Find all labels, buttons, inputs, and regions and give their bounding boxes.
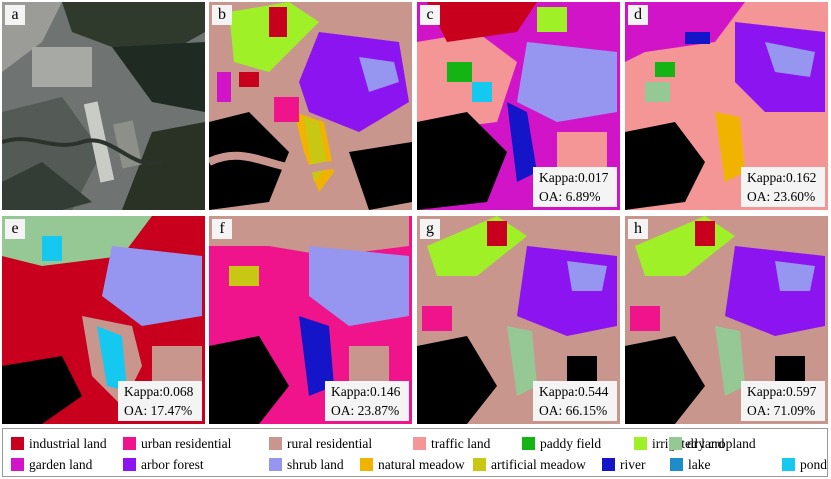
legend-label: industrial land — [29, 436, 107, 451]
oa-value: OA: 23.87% — [331, 403, 400, 418]
accuracy-box: Kappa:0.146 OA: 23.87% — [325, 381, 409, 421]
panel-label: h — [628, 219, 648, 239]
legend-label: river — [620, 457, 646, 472]
legend-swatch — [782, 458, 795, 471]
legend-label: paddy field — [540, 436, 602, 451]
legend-swatch — [602, 458, 615, 471]
legend-label: urban residential — [141, 436, 232, 451]
kappa-value: Kappa:0.146 — [331, 384, 401, 399]
panel-label: c — [420, 5, 440, 25]
oa-value: OA: 66.15% — [539, 403, 608, 418]
legend: industrial land urban residential rural … — [2, 428, 828, 477]
legend-swatch — [269, 437, 282, 450]
kappa-value: Kappa:0.017 — [539, 170, 609, 185]
panel-label: a — [5, 5, 25, 25]
legend-label: lake — [688, 457, 711, 472]
kappa-value: Kappa:0.597 — [747, 384, 817, 399]
satellite-image — [2, 2, 205, 210]
legend-swatch — [522, 437, 535, 450]
oa-value: OA: 17.47% — [124, 403, 193, 418]
legend-swatch — [11, 437, 24, 450]
panel-c: c Kappa:0.017 OA: 6.89% — [417, 2, 620, 210]
accuracy-box: Kappa:0.162 OA: 23.60% — [741, 167, 825, 207]
classification-map — [209, 2, 412, 210]
legend-label: pond — [800, 457, 827, 472]
panel-label: e — [5, 219, 25, 239]
legend-label: arbor forest — [141, 457, 204, 472]
panel-label: f — [212, 219, 232, 239]
accuracy-box: Kappa:0.597 OA: 71.09% — [741, 381, 825, 421]
legend-label: dry cropland — [687, 436, 756, 451]
classification-map — [417, 2, 620, 210]
panel-label: d — [628, 5, 648, 25]
legend-swatch — [11, 458, 24, 471]
legend-label: natural meadow — [378, 457, 465, 472]
panel-h: h Kappa:0.597 OA: 71.09% — [625, 216, 828, 424]
legend-swatch — [360, 458, 373, 471]
legend-label: garden land — [29, 457, 93, 472]
legend-swatch — [123, 437, 136, 450]
kappa-value: Kappa:0.544 — [539, 384, 609, 399]
legend-swatch — [413, 437, 426, 450]
panel-b: b — [209, 2, 412, 210]
legend-swatch — [269, 458, 282, 471]
panel-e: e Kappa:0.068 OA: 17.47% — [2, 216, 205, 424]
oa-value: OA: 6.89% — [539, 189, 601, 204]
kappa-value: Kappa:0.162 — [747, 170, 817, 185]
accuracy-box: Kappa:0.017 OA: 6.89% — [533, 167, 617, 207]
panel-g: g Kappa:0.544 OA: 66.15% — [417, 216, 620, 424]
panel-label: b — [212, 5, 232, 25]
legend-label: traffic land — [431, 436, 491, 451]
panel-f: f Kappa:0.146 OA: 23.87% — [209, 216, 412, 424]
legend-label: artificial meadow — [491, 457, 586, 472]
legend-label: rural residential — [287, 436, 373, 451]
oa-value: OA: 71.09% — [747, 403, 816, 418]
accuracy-box: Kappa:0.544 OA: 66.15% — [533, 381, 617, 421]
legend-swatch — [670, 458, 683, 471]
legend-swatch — [123, 458, 136, 471]
legend-swatch — [473, 458, 486, 471]
panel-label: g — [420, 219, 440, 239]
legend-swatch — [669, 437, 682, 450]
oa-value: OA: 23.60% — [747, 189, 816, 204]
legend-label: shrub land — [287, 457, 344, 472]
panel-a: a — [2, 2, 205, 210]
accuracy-box: Kappa:0.068 OA: 17.47% — [118, 381, 202, 421]
legend-swatch — [634, 437, 647, 450]
panel-d: d Kappa:0.162 OA: 23.60% — [625, 2, 828, 210]
kappa-value: Kappa:0.068 — [124, 384, 194, 399]
